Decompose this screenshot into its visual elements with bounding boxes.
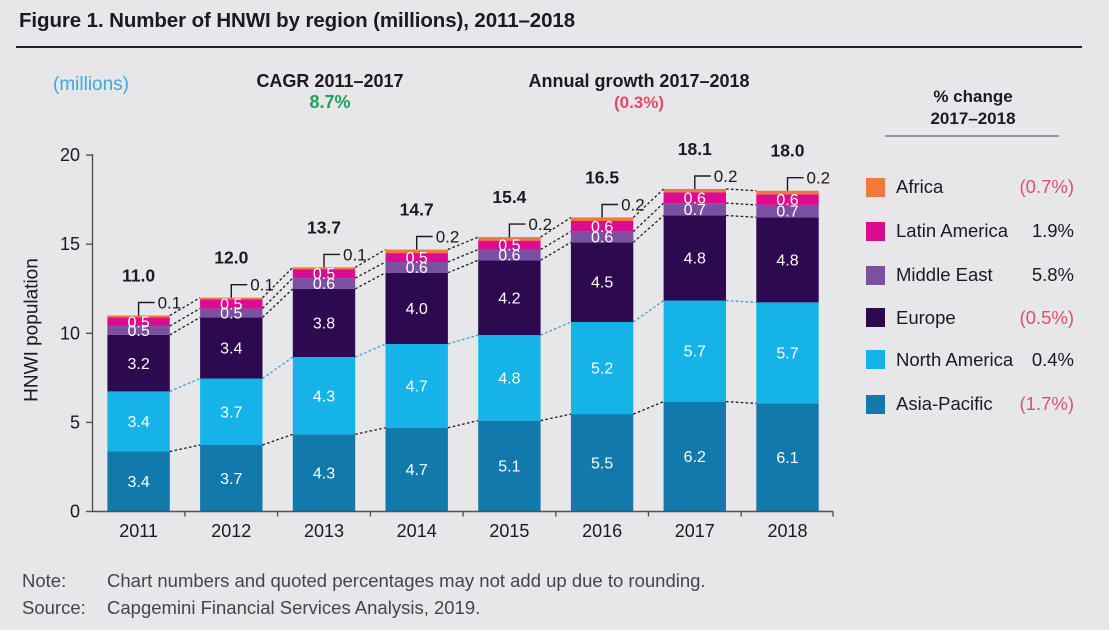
svg-text:0.6: 0.6 (776, 192, 798, 209)
svg-text:11.0: 11.0 (122, 266, 155, 286)
svg-text:5.1: 5.1 (498, 459, 520, 476)
svg-text:20: 20 (60, 145, 80, 165)
svg-text:4.8: 4.8 (498, 371, 520, 388)
svg-text:15.4: 15.4 (492, 187, 526, 207)
svg-text:0: 0 (70, 502, 80, 522)
svg-text:0.5: 0.5 (498, 238, 520, 255)
svg-text:10: 10 (60, 323, 80, 343)
svg-text:2015: 2015 (489, 521, 529, 541)
svg-text:13.7: 13.7 (307, 217, 341, 237)
svg-text:0.2: 0.2 (807, 169, 831, 188)
svg-text:4.8: 4.8 (684, 251, 706, 268)
svg-text:4.5: 4.5 (591, 275, 613, 292)
svg-text:18.0: 18.0 (770, 141, 804, 161)
svg-text:0.2: 0.2 (528, 215, 552, 234)
svg-text:0.7: 0.7 (684, 202, 706, 219)
svg-text:5: 5 (70, 412, 80, 432)
svg-text:0.6: 0.6 (406, 260, 428, 277)
svg-text:0.1: 0.1 (343, 245, 367, 264)
svg-text:4.8: 4.8 (776, 253, 798, 270)
svg-text:0.6: 0.6 (498, 248, 520, 265)
svg-text:4.7: 4.7 (406, 379, 428, 396)
svg-text:6.2: 6.2 (684, 449, 706, 466)
svg-text:16.5: 16.5 (585, 168, 619, 188)
svg-text:0.5: 0.5 (127, 323, 149, 340)
svg-text:5.5: 5.5 (591, 455, 613, 472)
svg-text:2011: 2011 (119, 521, 158, 541)
svg-text:14.7: 14.7 (400, 200, 434, 220)
svg-text:2018: 2018 (767, 521, 807, 541)
svg-text:0.6: 0.6 (591, 230, 613, 247)
svg-text:12.0: 12.0 (214, 248, 248, 268)
svg-text:2016: 2016 (582, 521, 622, 541)
svg-text:3.7: 3.7 (220, 404, 242, 421)
svg-text:5.7: 5.7 (776, 346, 798, 363)
svg-text:4.2: 4.2 (498, 290, 520, 307)
svg-text:4.3: 4.3 (313, 466, 335, 483)
svg-text:0.1: 0.1 (250, 276, 274, 295)
svg-text:3.7: 3.7 (220, 471, 242, 488)
svg-text:3.2: 3.2 (127, 356, 149, 373)
svg-text:18.1: 18.1 (678, 139, 712, 159)
svg-text:0.5: 0.5 (127, 314, 149, 331)
svg-text:0.2: 0.2 (714, 167, 738, 186)
svg-text:3.8: 3.8 (313, 316, 335, 333)
svg-text:2013: 2013 (304, 521, 344, 541)
svg-text:4.0: 4.0 (406, 301, 428, 318)
svg-text:0.2: 0.2 (621, 196, 645, 215)
svg-text:0.5: 0.5 (313, 266, 335, 283)
svg-text:0.1: 0.1 (158, 294, 182, 313)
svg-text:0.6: 0.6 (313, 276, 335, 293)
svg-text:4.7: 4.7 (406, 462, 428, 479)
svg-text:0.6: 0.6 (591, 219, 613, 236)
svg-text:HNWI population: HNWI population (22, 258, 43, 402)
svg-text:2017: 2017 (675, 521, 715, 541)
svg-text:0.5: 0.5 (220, 297, 242, 314)
svg-text:5.2: 5.2 (591, 361, 613, 378)
svg-text:4.3: 4.3 (313, 388, 335, 405)
svg-text:3.4: 3.4 (127, 474, 149, 491)
svg-text:15: 15 (60, 234, 80, 254)
svg-text:2014: 2014 (397, 521, 437, 541)
svg-text:0.5: 0.5 (220, 306, 242, 323)
svg-text:5.7: 5.7 (684, 344, 706, 361)
svg-text:3.4: 3.4 (127, 414, 149, 431)
svg-text:6.1: 6.1 (776, 450, 798, 467)
svg-text:0.7: 0.7 (776, 204, 798, 221)
svg-text:3.4: 3.4 (220, 341, 242, 358)
svg-text:0.5: 0.5 (406, 250, 428, 267)
svg-text:2012: 2012 (211, 521, 251, 541)
svg-text:0.6: 0.6 (684, 190, 706, 207)
svg-text:0.2: 0.2 (436, 228, 460, 247)
